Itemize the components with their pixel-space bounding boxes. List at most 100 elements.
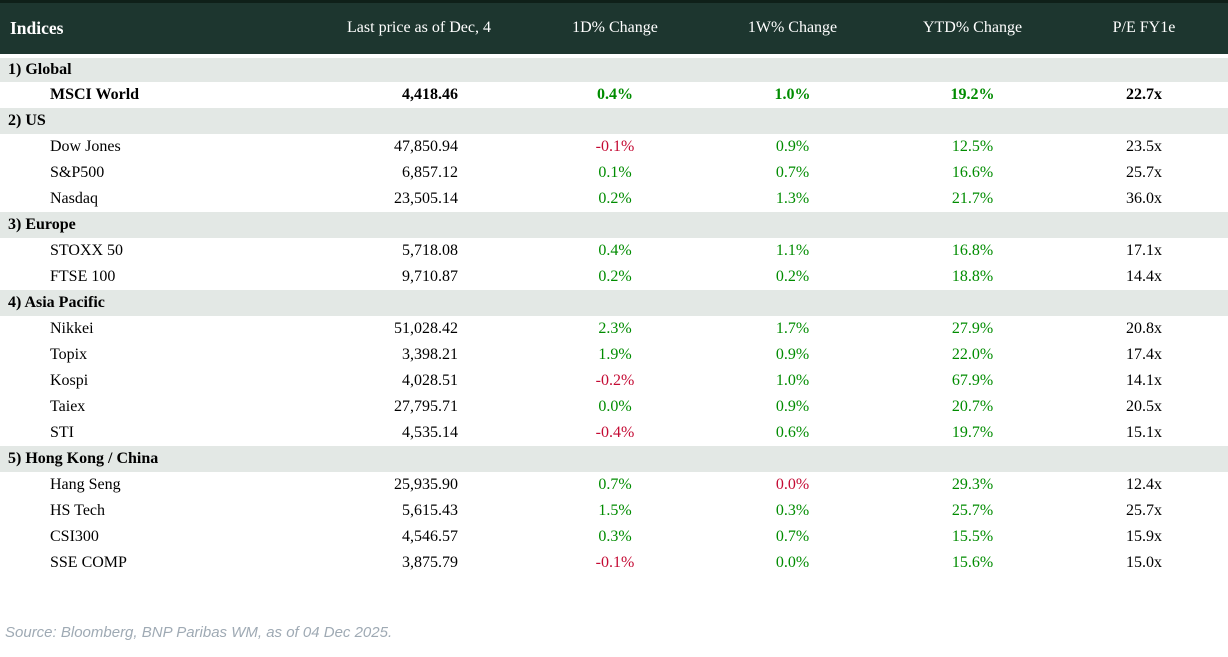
index-name: STOXX 50: [50, 241, 124, 259]
index-name: Nasdaq: [50, 189, 98, 207]
index-name: Topix: [50, 345, 88, 363]
change-1w: 1.0%: [775, 371, 810, 389]
change-1d: 1.5%: [598, 501, 632, 519]
section-label: 2) US: [0, 107, 1228, 134]
column-header-ytd-change: YTD% Change: [885, 1, 1060, 58]
last-price: 9,710.87: [402, 267, 458, 285]
change-1d: 0.2%: [598, 267, 632, 285]
pe-value: 23.5x: [1126, 137, 1162, 155]
last-price: 3,398.21: [402, 345, 458, 363]
section-row: 5) Hong Kong / China: [0, 445, 1228, 472]
last-price: 4,418.46: [402, 85, 458, 103]
change-1w: 0.0%: [775, 553, 810, 571]
change-1w: 0.9%: [775, 345, 810, 363]
change-1d: 0.4%: [597, 85, 633, 103]
change-1d: 0.3%: [598, 527, 632, 545]
change-1d: -0.1%: [595, 553, 635, 571]
last-price: 27,795.71: [394, 397, 458, 415]
indices-table: Indices Last price as of Dec, 4 1D% Chan…: [0, 0, 1228, 576]
change-1w: 1.0%: [774, 85, 811, 103]
change-ytd: 18.8%: [951, 267, 994, 285]
column-header-pe: P/E FY1e: [1060, 1, 1228, 58]
section-row: 1) Global: [0, 55, 1228, 82]
section-row: 4) Asia Pacific: [0, 289, 1228, 316]
pe-value: 20.8x: [1126, 319, 1162, 337]
pe-value: 36.0x: [1126, 189, 1162, 207]
index-row: Nikkei 51,028.42 2.3% 1.7% 27.9% 20.8x: [0, 316, 1228, 342]
table-header: Indices Last price as of Dec, 4 1D% Chan…: [0, 1, 1228, 58]
index-name: SSE COMP: [50, 553, 127, 571]
index-name: S&P500: [50, 163, 105, 181]
change-1w: 0.9%: [775, 137, 810, 155]
index-row: HS Tech 5,615.43 1.5% 0.3% 25.7% 25.7x: [0, 498, 1228, 524]
change-ytd: 15.5%: [951, 527, 994, 545]
index-row: Kospi 4,028.51 -0.2% 1.0% 67.9% 14.1x: [0, 368, 1228, 394]
index-row: Hang Seng 25,935.90 0.7% 0.0% 29.3% 12.4x: [0, 472, 1228, 498]
change-1w: 0.3%: [775, 501, 810, 519]
section-label: 1) Global: [0, 55, 1228, 82]
change-1d: -0.1%: [595, 137, 635, 155]
index-row: MSCI World 4,418.46 0.4% 1.0% 19.2% 22.7x: [0, 82, 1228, 108]
index-row: CSI300 4,546.57 0.3% 0.7% 15.5% 15.9x: [0, 524, 1228, 550]
header-row: Indices Last price as of Dec, 4 1D% Chan…: [0, 1, 1228, 58]
pe-value: 14.1x: [1126, 371, 1162, 389]
index-name: HS Tech: [50, 501, 106, 519]
index-name: Kospi: [50, 371, 89, 389]
pe-value: 17.4x: [1126, 345, 1162, 363]
change-ytd: 19.2%: [950, 85, 995, 103]
change-ytd: 25.7%: [951, 501, 994, 519]
change-1d: 1.9%: [598, 345, 632, 363]
last-price: 4,546.57: [402, 527, 458, 545]
index-row: STOXX 50 5,718.08 0.4% 1.1% 16.8% 17.1x: [0, 238, 1228, 264]
change-1d: 2.3%: [598, 319, 632, 337]
change-ytd: 67.9%: [951, 371, 994, 389]
index-name: Dow Jones: [50, 137, 121, 155]
last-price: 47,850.94: [394, 137, 458, 155]
section-label: 3) Europe: [0, 211, 1228, 238]
change-ytd: 15.6%: [951, 553, 994, 571]
section-row: 3) Europe: [0, 211, 1228, 238]
index-name: Nikkei: [50, 319, 94, 337]
table-body: 1) Global MSCI World 4,418.46 0.4% 1.0% 19.2%…: [0, 55, 1228, 576]
change-ytd: 12.5%: [951, 137, 994, 155]
index-row: STI 4,535.14 -0.4% 0.6% 19.7% 15.1x: [0, 420, 1228, 446]
index-row: Dow Jones 47,850.94 -0.1% 0.9% 12.5% 23.5x: [0, 134, 1228, 160]
index-row: Taiex 27,795.71 0.0% 0.9% 20.7% 20.5x: [0, 394, 1228, 420]
last-price: 5,718.08: [402, 241, 458, 259]
change-ytd: 19.7%: [951, 423, 994, 441]
index-name: CSI300: [50, 527, 99, 545]
pe-value: 17.1x: [1126, 241, 1162, 259]
column-header-1d-change: 1D% Change: [530, 1, 700, 58]
index-row: FTSE 100 9,710.87 0.2% 0.2% 18.8% 14.4x: [0, 264, 1228, 290]
change-ytd: 16.6%: [951, 163, 994, 181]
index-name: STI: [50, 423, 74, 441]
last-price: 6,857.12: [402, 163, 458, 181]
last-price: 23,505.14: [394, 189, 458, 207]
change-1w: 0.7%: [775, 527, 810, 545]
index-row: Nasdaq 23,505.14 0.2% 1.3% 21.7% 36.0x: [0, 186, 1228, 212]
pe-value: 15.1x: [1126, 423, 1162, 441]
change-1w: 1.7%: [775, 319, 810, 337]
pe-value: 12.4x: [1126, 475, 1162, 493]
pe-value: 25.7x: [1126, 501, 1162, 519]
change-1w: 0.7%: [775, 163, 810, 181]
change-ytd: 16.8%: [951, 241, 994, 259]
column-header-1w-change: 1W% Change: [700, 1, 885, 58]
last-price: 5,615.43: [402, 501, 458, 519]
section-label: 5) Hong Kong / China: [0, 445, 1228, 472]
section-label: 4) Asia Pacific: [0, 289, 1228, 316]
index-name: MSCI World: [50, 85, 140, 103]
change-ytd: 21.7%: [951, 189, 994, 207]
last-price: 51,028.42: [394, 319, 458, 337]
change-1w: 1.3%: [775, 189, 810, 207]
last-price: 3,875.79: [402, 553, 458, 571]
change-1d: -0.4%: [595, 423, 635, 441]
change-1d: 0.1%: [598, 163, 632, 181]
last-price: 4,535.14: [402, 423, 458, 441]
change-1d: 0.7%: [598, 475, 632, 493]
change-1d: -0.2%: [595, 371, 635, 389]
change-1w: 0.2%: [775, 267, 810, 285]
pe-value: 20.5x: [1126, 397, 1162, 415]
change-ytd: 22.0%: [951, 345, 994, 363]
last-price: 4,028.51: [402, 371, 458, 389]
